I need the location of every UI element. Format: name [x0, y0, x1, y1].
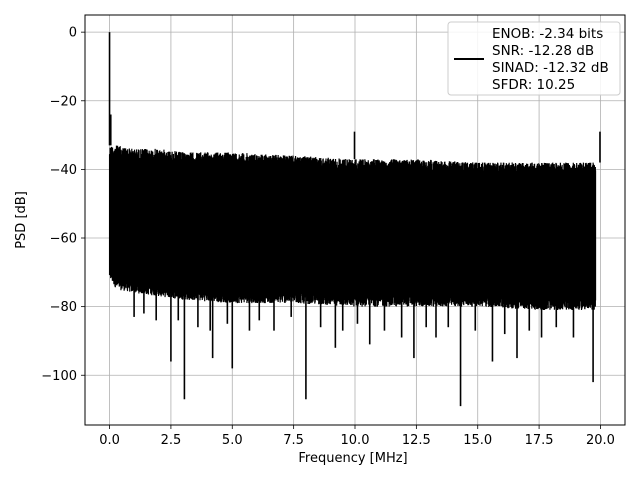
y-tick-label: −40	[50, 163, 77, 178]
y-tick-label: −100	[41, 369, 77, 384]
axis-ticks: 0.0 2.5 5.0 7.5 10.0 12.5 15.0 17.5 20.0 0 −20 −40 −…	[41, 26, 615, 448]
x-tick-label: 7.5	[283, 433, 304, 448]
y-tick-label: 0	[69, 26, 77, 41]
x-tick-label: 2.5	[161, 433, 182, 448]
legend-sinad: SINAD: -12.32 dB	[492, 60, 609, 76]
psd-noise-floor-trace	[108, 145, 597, 311]
x-tick-label: 5.0	[222, 433, 243, 448]
psd-trace-group	[108, 32, 601, 407]
x-tick-label: 20.0	[586, 433, 615, 448]
x-tick-label: 12.5	[402, 433, 431, 448]
y-axis-label: PSD [dB]	[14, 191, 29, 249]
x-axis-label: Frequency [MHz]	[298, 451, 407, 466]
x-tick-label: 15.0	[463, 433, 492, 448]
x-tick-label: 10.0	[341, 433, 370, 448]
legend: ENOB: -2.34 bits SNR: -12.28 dB SINAD: -…	[447, 21, 621, 96]
legend-box	[447, 21, 621, 96]
legend-enob: ENOB: -2.34 bits	[492, 26, 603, 42]
y-tick-label: −20	[50, 94, 77, 109]
x-tick-label: 0.0	[99, 433, 120, 448]
x-tick-label: 17.5	[525, 433, 554, 448]
legend-snr: SNR: -12.28 dB	[492, 43, 594, 59]
y-tick-label: −80	[50, 300, 77, 315]
y-tick-label: −60	[50, 232, 77, 247]
legend-sfdr: SFDR: 10.25	[492, 77, 575, 93]
